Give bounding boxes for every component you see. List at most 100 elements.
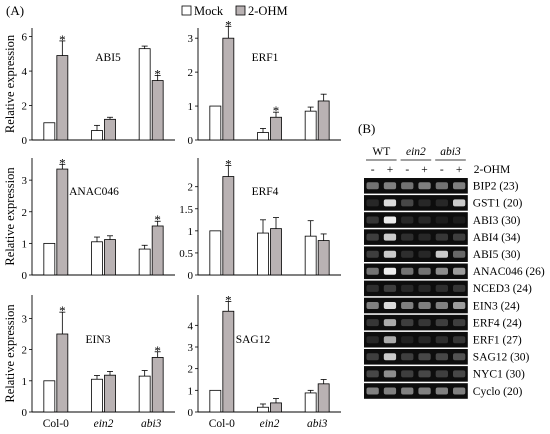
gel-band [453,284,466,292]
y-tick-label: 1 [22,238,28,250]
gel-band [401,353,414,361]
gel-band [453,233,466,241]
legend-mock-swatch [181,5,192,16]
gel-row-label: NYC1 (30) [473,369,525,381]
treatment-sign: - [371,164,375,176]
category-label: Col-0 [43,418,69,430]
gel-band [401,233,414,241]
bar-mock-abi3 [304,235,317,276]
gel-strip [364,195,468,211]
gel-strip [364,263,468,280]
gel-strip [364,314,468,331]
panel-b-label: (B) [358,121,375,136]
bar-mock-abi3 [304,110,317,141]
bar-treated-col-0 [222,37,235,141]
gel-strip [364,383,468,399]
bar-mock-ein2 [257,132,269,141]
gel-band [366,267,379,275]
gel-band [366,302,379,309]
bar-mock-abi3 [138,48,151,141]
gel-band [418,250,431,258]
gel-band [401,199,414,207]
legend: Mock 2-OHM [181,4,288,18]
gel-band [366,199,379,207]
gel-band [418,353,431,361]
y-tick-label: 3 [22,313,28,325]
gel-strip [364,229,468,245]
treatment-sign: + [387,164,394,176]
y-tick-label: 4 [22,66,28,78]
gel-genotype-label: abi3 [440,146,461,158]
bar-mock-ein2 [91,378,103,413]
significance-star: * [225,293,232,308]
y-tick-label: 4 [188,320,194,332]
significance-star: * [154,343,161,358]
bar-treated-col-0 [222,176,235,276]
gel-row-label: Cyclo (20) [473,386,523,398]
gel-strip [364,366,468,382]
gel-band [401,267,414,275]
gel-band [383,199,397,207]
chart-erf1: 0 1 2 3 ERF1 * * [188,17,341,147]
gel-band [453,267,466,275]
gel-strip [364,297,468,314]
gel-band [366,250,379,258]
gel-band [383,284,397,292]
gel-band [453,387,466,395]
y-tick-label: 2 [22,345,28,357]
category-label: ein2 [94,418,114,430]
gel-band [418,199,431,207]
gel-band [383,182,397,190]
chart-title: EIN3 [86,334,111,346]
gel-band [401,302,414,309]
bar-mock-ein2 [91,241,103,276]
category-label: Col-0 [209,418,235,430]
gel-band [401,336,414,344]
gel-band [366,182,379,190]
bar-treated-ein2 [104,118,116,141]
chart-sag12: 0 1 2 3 4 SAG12 * Col-0 ein2 abi3 [188,293,341,430]
chart-title: ABI5 [95,52,121,64]
y-tick-label: 1 [188,385,194,397]
bar-treated-abi3 [317,383,330,413]
significance-star: * [59,32,66,47]
legend-treated-label: 2-OHM [248,4,288,18]
gel-band [401,319,414,327]
gel-band [435,284,448,292]
chart-title: ERF4 [252,186,279,198]
significance-star: * [59,303,66,318]
gel-band [383,353,397,361]
gel-band [435,353,448,361]
gel-row-label: NCED3 (24) [473,283,532,295]
treatment-sign: + [421,164,428,176]
gel-band [453,199,466,207]
gel-band [435,233,448,241]
gel-band [383,302,397,309]
gel-strip [364,178,468,194]
y-tick-label: 6 [22,32,28,44]
gel-band [453,370,466,378]
bar-treated-ein2 [104,239,116,276]
significance-star: * [225,17,232,32]
bar-treated-ein2 [270,228,282,276]
gel-strip [364,349,468,365]
treatment-sign: + [456,164,463,176]
y-tick-label: 1 [188,101,194,113]
bar-treated-col-0 [222,310,235,413]
treatment-sign: - [405,164,409,176]
gel-band [435,250,448,258]
y-tick-label: 0 [188,407,194,419]
bar-treated-abi3 [317,100,330,141]
gel-band [383,387,397,395]
gel-genotype-label: WT [372,146,390,158]
bar-mock-col-0 [209,230,222,276]
bar-mock-col-0 [209,105,222,141]
y-axis-label: Relative expression [3,167,17,266]
bar-mock-abi3 [304,392,317,413]
gel-band [435,336,448,344]
bar-mock-ein2 [91,130,103,141]
panel-a-label: (A) [6,3,24,18]
significance-star: * [273,103,280,118]
